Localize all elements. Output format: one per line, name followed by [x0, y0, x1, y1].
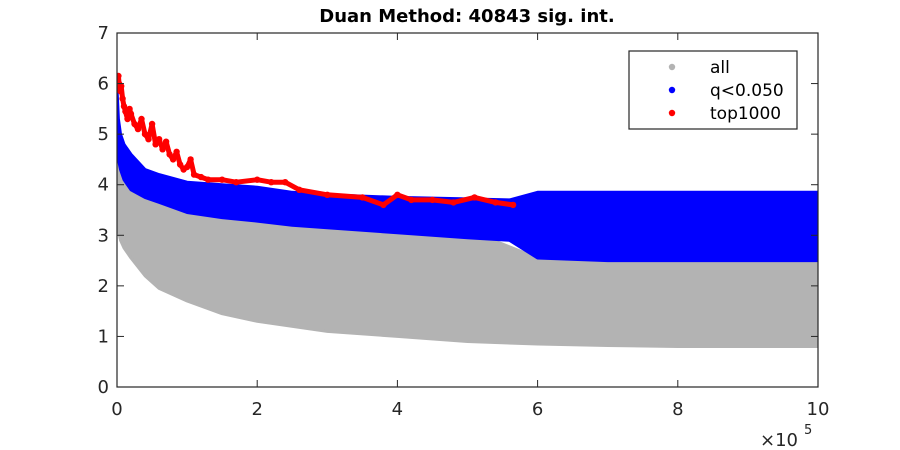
- data-segment: [233, 177, 260, 185]
- legend: all q<0.050 top1000: [628, 50, 798, 130]
- axes-box: [116, 32, 819, 388]
- y-tick-label: 2: [98, 276, 109, 297]
- x-tick-label: 2: [251, 399, 262, 420]
- data-segment: [380, 192, 400, 208]
- x-exponent-base: ×10: [760, 430, 798, 450]
- legend-marker-top: [668, 109, 676, 117]
- x-tick-label: 4: [392, 399, 403, 420]
- series-layer: [117, 72, 818, 348]
- x-tick-label: 6: [532, 399, 543, 420]
- data-segment: [359, 194, 386, 208]
- data-segment: [282, 179, 302, 193]
- x-axis: 0 2 4 6 8 10: [111, 33, 829, 420]
- x-tick-label: 10: [807, 399, 830, 420]
- y-tick-label: 1: [98, 326, 109, 347]
- data-segment: [188, 156, 197, 178]
- chart-title: Duan Method: 40843 sig. int.: [319, 6, 614, 27]
- data-segment: [472, 194, 498, 205]
- y-tick-label: 4: [98, 175, 109, 196]
- y-tick-label: 6: [98, 74, 109, 95]
- y-tick-label: 3: [98, 225, 109, 246]
- x-tick-label: 0: [111, 399, 122, 420]
- series-top1000: [117, 72, 517, 209]
- y-tick-label: 7: [98, 23, 109, 44]
- data-segment: [493, 199, 516, 208]
- x-exponent-label: ×10 5: [760, 423, 812, 450]
- legend-box: [628, 50, 798, 130]
- legend-label-all: all: [710, 58, 730, 78]
- data-segment: [451, 194, 477, 205]
- legend-marker-all: [668, 63, 676, 71]
- x-exponent-power: 5: [804, 423, 812, 438]
- y-tick-label: 0: [98, 377, 109, 398]
- y-axis: 0 1 2 3 4 5 6 7: [98, 23, 818, 398]
- y-tick-label: 5: [98, 124, 109, 145]
- data-segment: [429, 197, 456, 205]
- x-tick-label: 8: [672, 399, 683, 420]
- legend-label-q: q<0.050: [710, 81, 784, 101]
- legend-label-top: top1000: [710, 104, 781, 124]
- series-q<0.050: [117, 87, 818, 263]
- legend-marker-q: [668, 86, 676, 94]
- series-band: [117, 87, 818, 263]
- data-segment: [139, 116, 148, 137]
- data-segment: [296, 187, 330, 198]
- data-segment: [324, 192, 365, 200]
